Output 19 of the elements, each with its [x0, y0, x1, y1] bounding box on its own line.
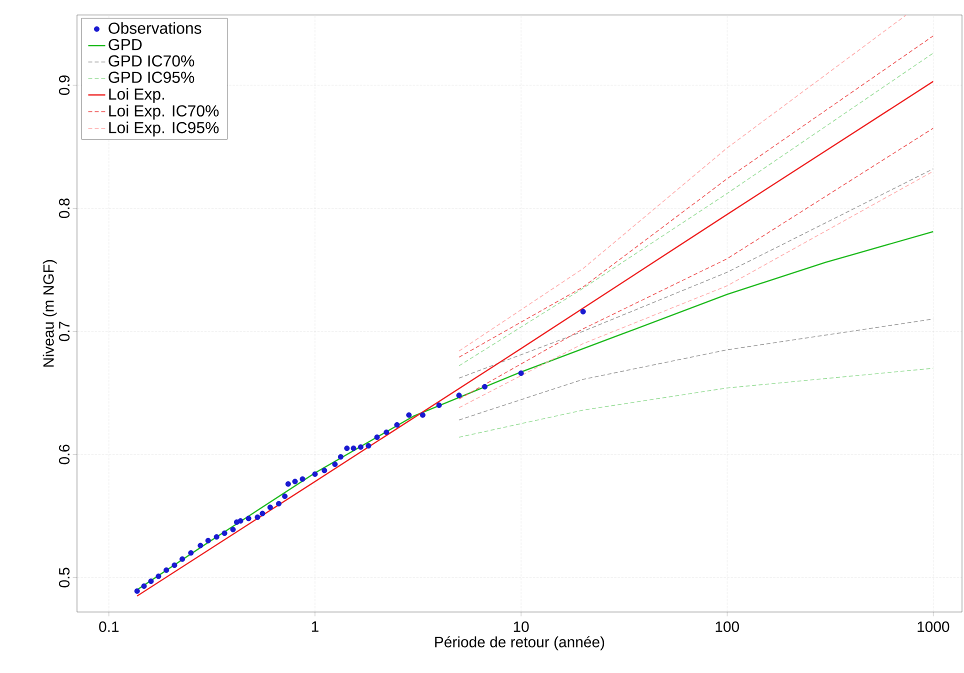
y-tick-label: 0.8	[58, 198, 70, 218]
y-tick-label: 0.5	[58, 568, 70, 588]
y-axis-title: Niveau (m NGF)	[42, 260, 57, 367]
y-tick-label: 0.6	[58, 444, 70, 464]
legend-label: GPD	[108, 38, 142, 50]
legend-label: Loi Exp.	[109, 88, 164, 103]
x-tick-label: 1	[312, 621, 318, 632]
y-tick-label: 0.7	[58, 322, 70, 342]
y-tick-label: 0.9	[58, 75, 70, 95]
x-axis-title: Période de retour (année)	[435, 636, 604, 650]
x-tick-label: 0.1	[99, 621, 119, 632]
legend-label: Loi Exp. IC95%	[109, 122, 219, 136]
legend-label: Observations	[108, 22, 202, 34]
legend-label: GPD IC95%	[108, 72, 194, 83]
legend-label: GPD IC70%	[108, 55, 194, 67]
legend-label: Loi Exp. IC70%	[109, 104, 219, 120]
x-tick-label: 1000	[918, 621, 950, 632]
x-tick-label: 10	[514, 621, 529, 632]
x-tick-label: 100	[716, 621, 739, 632]
